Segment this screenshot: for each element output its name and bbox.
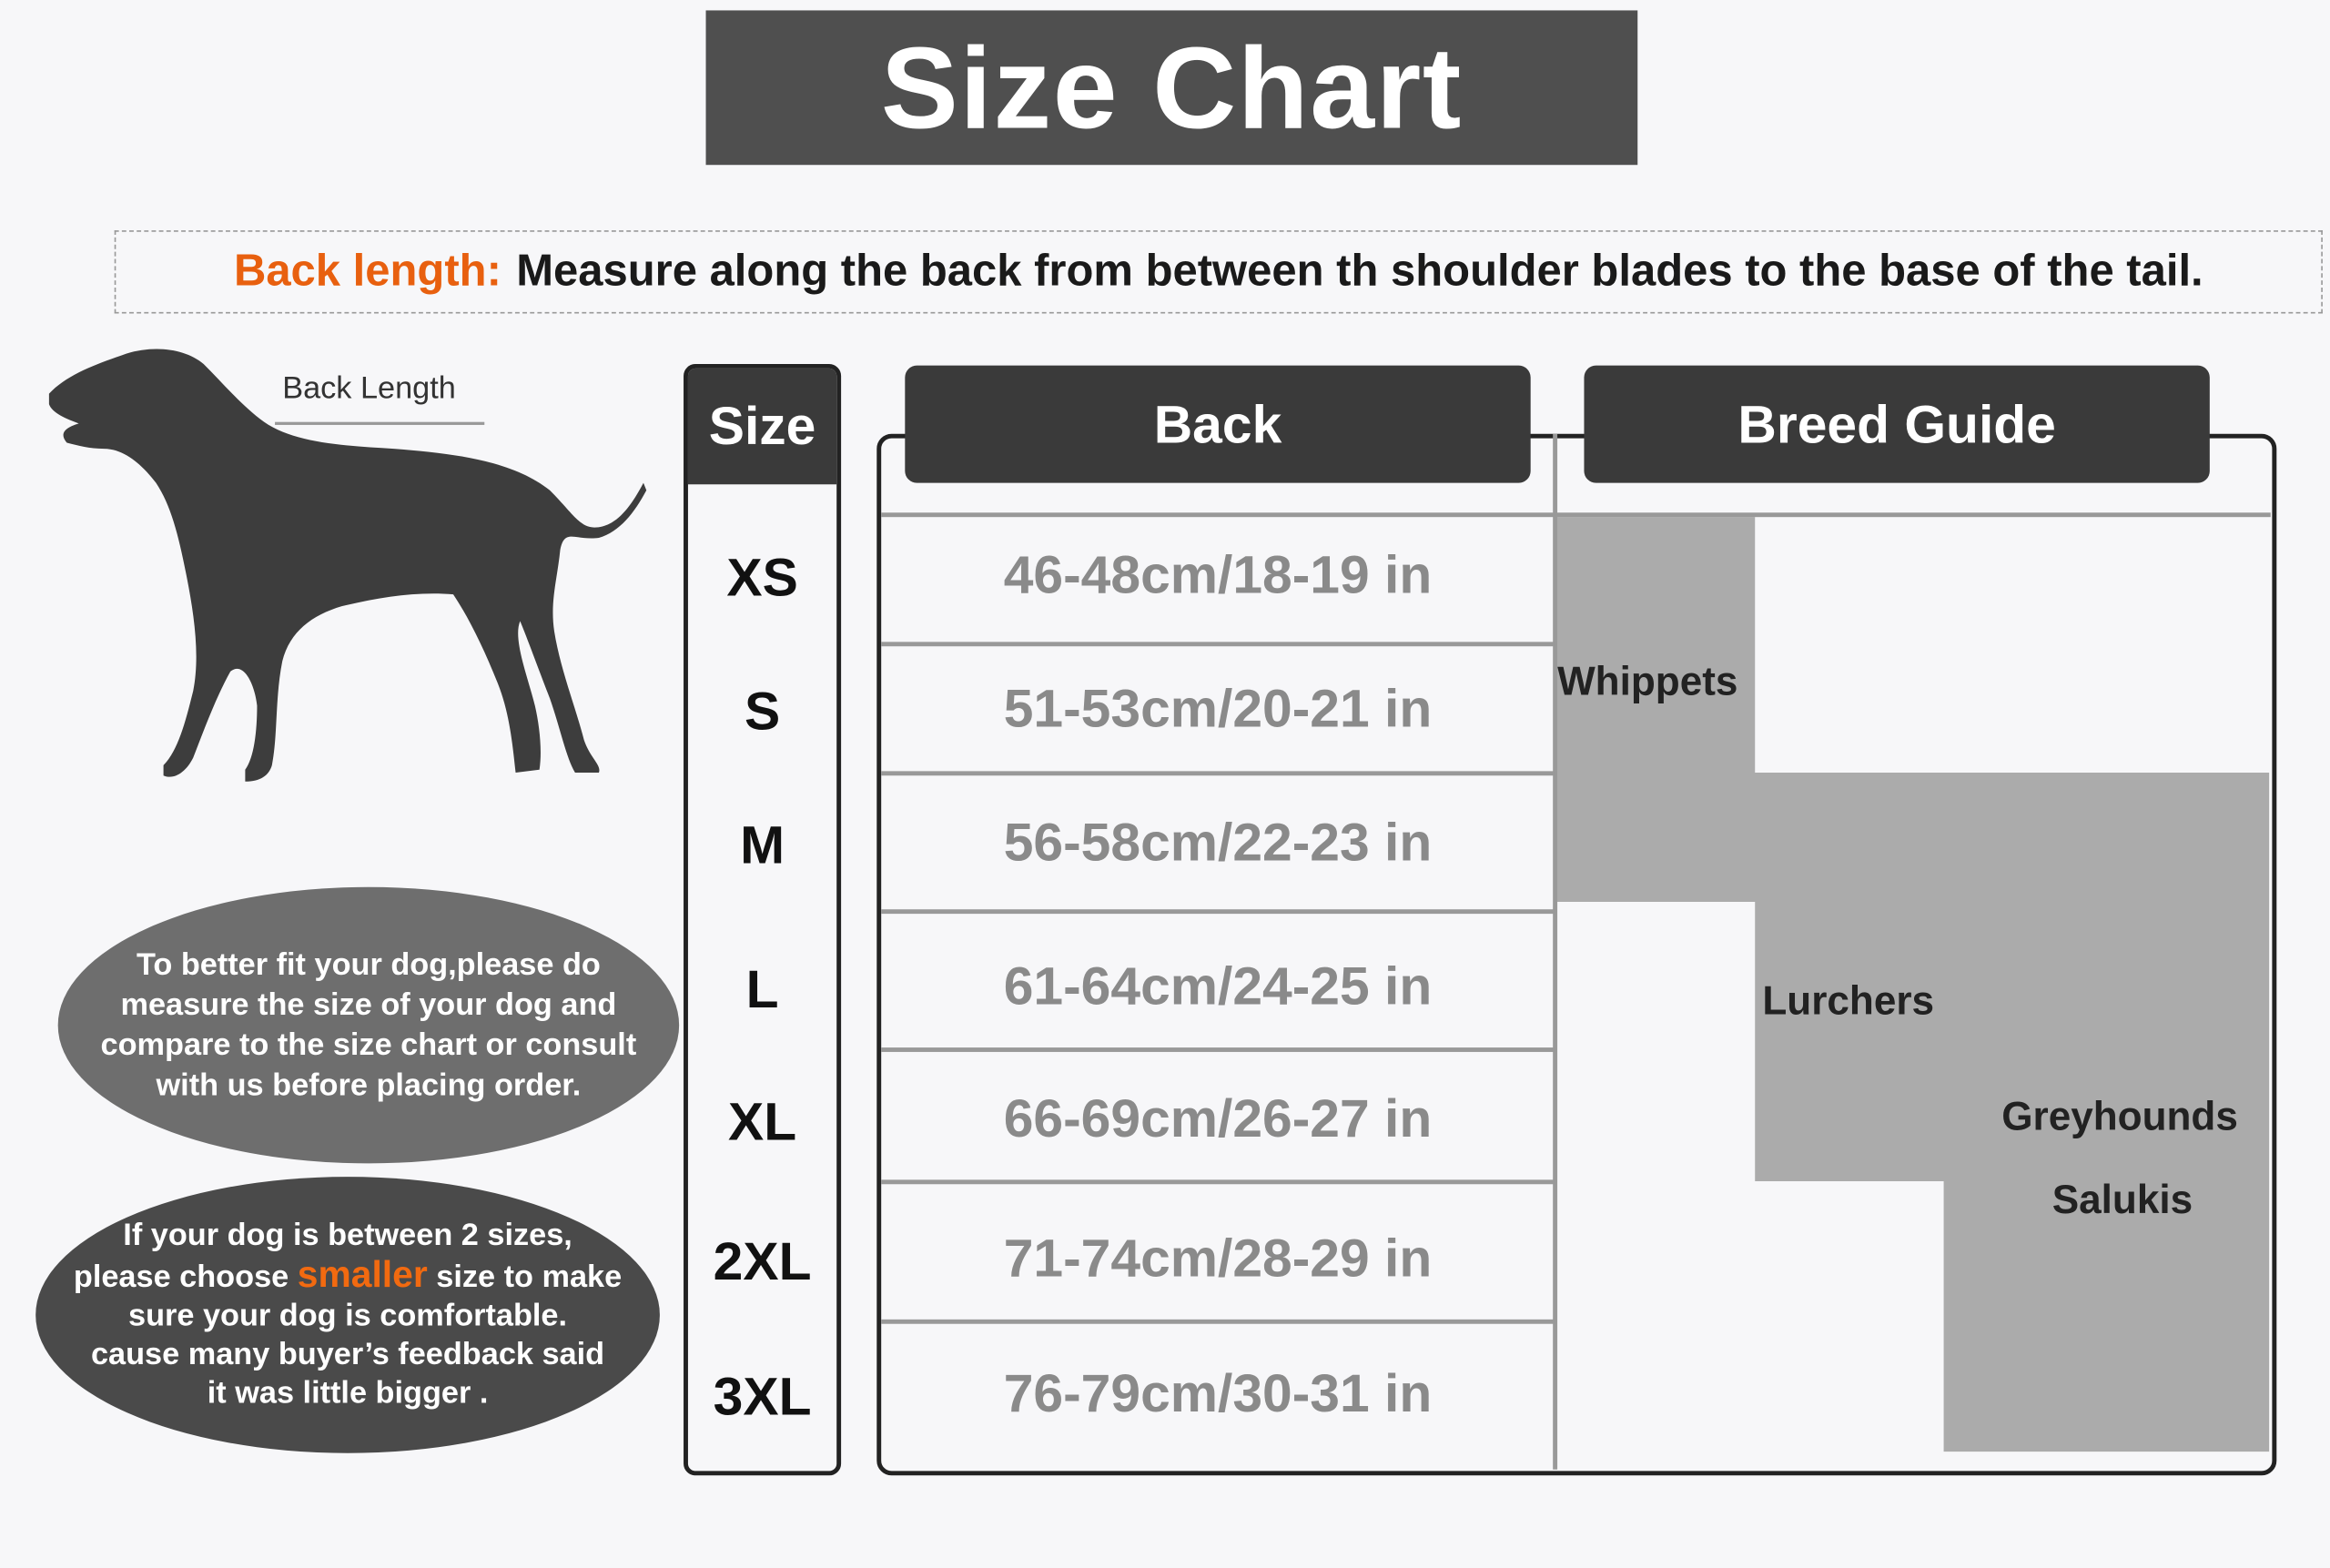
breed-lurchers: Lurchers: [1762, 978, 1935, 1024]
back-header: Back: [905, 365, 1531, 483]
size-tip-bubble: If your dog is between 2 sizes, please c…: [35, 1177, 660, 1453]
size-tip-line: please choose smaller size to make: [35, 1256, 660, 1298]
back-cell: 61-64cm/24-25 in: [1003, 955, 1433, 1017]
breed-salukis: Salukis: [2051, 1177, 2193, 1222]
row-divider: [881, 771, 1555, 776]
dog-silhouette-icon: [48, 349, 647, 782]
breed-range-block: [1555, 517, 2270, 1452]
size-tip-line: sure your dog is comfortable.: [128, 1298, 568, 1333]
fit-tip-line: with us before placing order.: [156, 1067, 582, 1103]
page-title: Size Chart: [705, 10, 1638, 166]
fit-tip-bubble: To better fit your dog,please do measure…: [57, 886, 680, 1164]
row-divider: [881, 642, 1555, 647]
breed-header: Breed Guide: [1584, 365, 2210, 483]
row-divider: [881, 1319, 1555, 1324]
row-divider: [881, 1047, 1555, 1052]
back-cell: 51-53cm/20-21 in: [1003, 677, 1433, 739]
size-table: [876, 433, 2277, 1476]
size-cell: XL: [727, 1090, 797, 1152]
size-cell: M: [740, 814, 785, 875]
back-cell: 66-69cm/26-27 in: [1003, 1087, 1433, 1149]
size-tip-text: please choose: [73, 1259, 289, 1295]
header-divider: [881, 512, 2271, 518]
column-divider: [1553, 433, 1558, 1470]
back-length-label: Back Length: [282, 371, 456, 406]
size-tip-line: If your dog is between 2 sizes,: [123, 1218, 572, 1253]
back-length-note: Back length: Measure along the back from…: [114, 230, 2323, 314]
breed-whippets: Whippets: [1557, 659, 1738, 704]
note-text: Measure along the back from between th s…: [516, 247, 2203, 296]
back-cell: 46-48cm/18-19 in: [1003, 543, 1433, 605]
back-cell: 71-74cm/28-29 in: [1003, 1227, 1433, 1289]
fit-tip-line: To better fit your dog,please do: [136, 947, 601, 983]
smaller-highlight: smaller: [297, 1253, 428, 1296]
size-column: Size XS S M L XL 2XL 3XL: [684, 364, 842, 1476]
size-cell: 3XL: [713, 1365, 812, 1427]
back-cell: 56-58cm/22-23 in: [1003, 811, 1433, 873]
size-cell: 2XL: [713, 1229, 812, 1291]
back-cell: 76-79cm/30-31 in: [1003, 1362, 1433, 1424]
back-length-line: [275, 421, 485, 425]
size-cell: S: [744, 680, 781, 742]
note-label: Back length:: [233, 247, 501, 296]
size-tip-line: it was little bigger .: [207, 1375, 489, 1411]
size-tip-line: cause many buyer’s feedback said: [90, 1337, 605, 1371]
row-divider: [881, 909, 1555, 915]
fit-tip-line: compare to the size chart or consult: [100, 1027, 637, 1063]
size-cell: L: [745, 958, 779, 1020]
breed-greyhounds: Greyhounds: [2001, 1094, 2238, 1139]
size-cell: XS: [726, 546, 798, 608]
row-divider: [881, 1179, 1555, 1185]
size-header: Size: [687, 368, 837, 485]
size-tip-text: size to make: [436, 1259, 623, 1295]
fit-tip-line: measure the size of your dog and: [120, 987, 617, 1023]
